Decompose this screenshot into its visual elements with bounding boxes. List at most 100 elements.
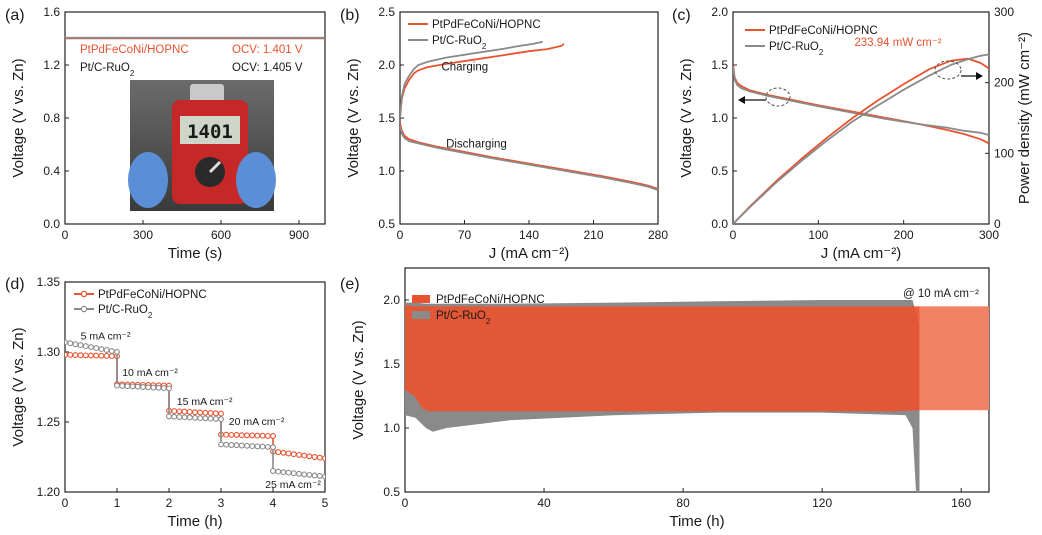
y-tick-label-a: 0.4	[43, 164, 60, 178]
panel-c-series	[733, 53, 989, 224]
panel-a-inset-photo: 1401	[128, 80, 276, 211]
y-tick-label-d: 1.30	[37, 345, 61, 359]
data-point-d-1	[264, 443, 271, 450]
x-tick-label-e: 160	[951, 496, 971, 510]
data-point-d-0	[228, 431, 235, 438]
data-point-d-1	[290, 470, 297, 477]
panel-d-axes: 0 1 2 3 4 5 1.20 1.25 1.30 1.35 Time (h) Voltage (V…	[10, 275, 329, 530]
x-tick-label-c: 0	[730, 228, 737, 242]
data-point-d-0	[202, 409, 209, 416]
panel-d-legend: PtPdFeCoNi/HOPNC Pt/C-RuO2	[74, 289, 207, 320]
data-point-d-1	[285, 469, 292, 476]
data-point-d-1	[108, 348, 115, 354]
panel-b-label: (b)	[340, 7, 360, 24]
data-point-d-0	[270, 433, 276, 439]
x-tick-label-d: 4	[270, 496, 277, 510]
panel-d-label: (d)	[5, 276, 25, 293]
data-point-d-0	[171, 408, 178, 415]
data-point-d-0	[77, 352, 84, 359]
data-point-d-1	[166, 413, 172, 420]
left-axis-ellipse	[765, 87, 791, 107]
data-point-d-1	[171, 413, 178, 420]
panel-c-legend: PtPdFeCoNi/HOPNC Pt/C-RuO2	[745, 25, 878, 57]
y-tick-label-b: 1.0	[378, 164, 395, 178]
x-tick-label-c: 200	[894, 228, 914, 242]
data-point-d-0	[249, 432, 256, 439]
series-line-b-3	[400, 126, 658, 191]
legend-b-gray-label: Pt/C-RuO2	[432, 35, 487, 51]
annotation-d-2: 15 mA cm⁻²	[177, 396, 233, 408]
panel-a-series	[65, 36, 325, 40]
y-tick-label-c: 1.0	[711, 111, 728, 125]
panel-c-axes: 0 100 200 300 0.0 0.5 1.0 1.5 2.0 J (mA cm⁻²) Volt…	[678, 5, 1033, 262]
multimeter-display	[180, 116, 240, 144]
data-point-d-1	[244, 442, 250, 449]
panel-a-label: (a)	[5, 7, 25, 24]
data-point-d-1	[176, 414, 183, 420]
x-tick-label-b: 140	[519, 228, 539, 242]
series-line-b-0	[400, 43, 565, 119]
data-point-d-1	[166, 385, 172, 392]
data-point-d-0	[316, 454, 323, 461]
data-point-d-1	[207, 415, 214, 422]
data-point-d-1	[197, 415, 204, 422]
data-point-d-0	[207, 410, 214, 416]
y-axis-label-e: Voltage (V vs. Zn)	[350, 320, 367, 439]
x-tick-label-d: 2	[166, 496, 173, 510]
x-tick-label-d: 1	[114, 496, 121, 510]
data-point-d-0	[103, 352, 110, 359]
data-point-d-1	[238, 442, 245, 449]
series-line-c-3	[733, 53, 989, 224]
legend-c-red-label: PtPdFeCoNi/HOPNC	[769, 25, 878, 37]
data-point-d-1	[186, 414, 193, 421]
y-tick-label-e: 2.0	[383, 293, 400, 307]
data-point-d-1	[275, 468, 282, 475]
data-point-d-0	[67, 351, 74, 358]
x-tick-label-d: 0	[62, 496, 69, 510]
legend-e-gray-swatch	[412, 311, 430, 319]
y2-tick-label-c: 200	[994, 76, 1014, 90]
data-point-d-1	[160, 385, 167, 392]
annotation-d-3: 20 mA cm⁻²	[229, 416, 285, 428]
y-tick-label-c: 2.0	[711, 5, 728, 19]
data-point-d-1	[134, 383, 141, 390]
data-point-d-1	[249, 443, 256, 450]
y-tick-label-a: 0.0	[43, 217, 60, 231]
y-axis-label-d: Voltage (V vs. Zn)	[10, 327, 27, 446]
data-point-d-1	[311, 472, 318, 479]
panel-a-axes: 0 300 600 900 0.0 0.4 0.8 1.2 1.6 Time (s) Voltage…	[10, 5, 326, 262]
data-point-d-1	[103, 347, 110, 353]
data-point-d-0	[296, 451, 302, 458]
x-axis-label-b: J (mA cm⁻²)	[489, 245, 569, 262]
data-point-d-1	[202, 415, 209, 422]
band-area-e-1	[405, 305, 989, 412]
multimeter-reading: 1401	[187, 121, 233, 143]
legend-c-gray-label: Pt/C-RuO2	[769, 41, 824, 57]
y-tick-label-a: 0.8	[43, 111, 60, 125]
y-tick-label-c: 0.5	[711, 164, 728, 178]
x-tick-label-d: 5	[322, 496, 329, 510]
panel-c-annotations: 233.94 mW cm⁻²	[738, 37, 983, 107]
x-axis-label-c: J (mA cm⁻²)	[821, 245, 901, 262]
data-point-d-1	[270, 468, 276, 474]
x-tick-label-b: 280	[648, 228, 668, 242]
y-tick-label-a: 1.6	[43, 5, 60, 19]
data-point-d-1	[67, 340, 74, 347]
glove-left	[128, 152, 168, 208]
y-axis-label-a: Voltage (V vs. Zn)	[10, 58, 27, 177]
legend-d-gray-label: Pt/C-RuO2	[98, 304, 153, 320]
data-point-d-0	[259, 432, 266, 439]
panel-a: (a) 0 300 600 900 0.0 0.4 0.8 1.2 1.6 Time (s) Vol…	[5, 5, 326, 262]
data-point-d-0	[186, 408, 193, 415]
y2-tick-label-c: 0	[994, 217, 1001, 231]
multimeter-body	[172, 100, 248, 204]
left-arrowhead	[738, 96, 745, 104]
legend-a-gray-label: Pt/C-RuO2	[80, 62, 135, 78]
panel-d-annotations: 5 mA cm⁻² 10 mA cm⁻² 15 mA cm⁻² 20 mA cm⁻² 2…	[81, 330, 322, 490]
data-point-d-1	[93, 345, 100, 352]
data-point-d-1	[72, 341, 79, 348]
panel-e-label: (e)	[340, 276, 360, 293]
panel-a-legend: PtPdFeCoNi/HOPNC OCV: 1.401 V Pt/C-RuO2 …	[80, 44, 303, 78]
data-point-d-0	[233, 432, 240, 438]
